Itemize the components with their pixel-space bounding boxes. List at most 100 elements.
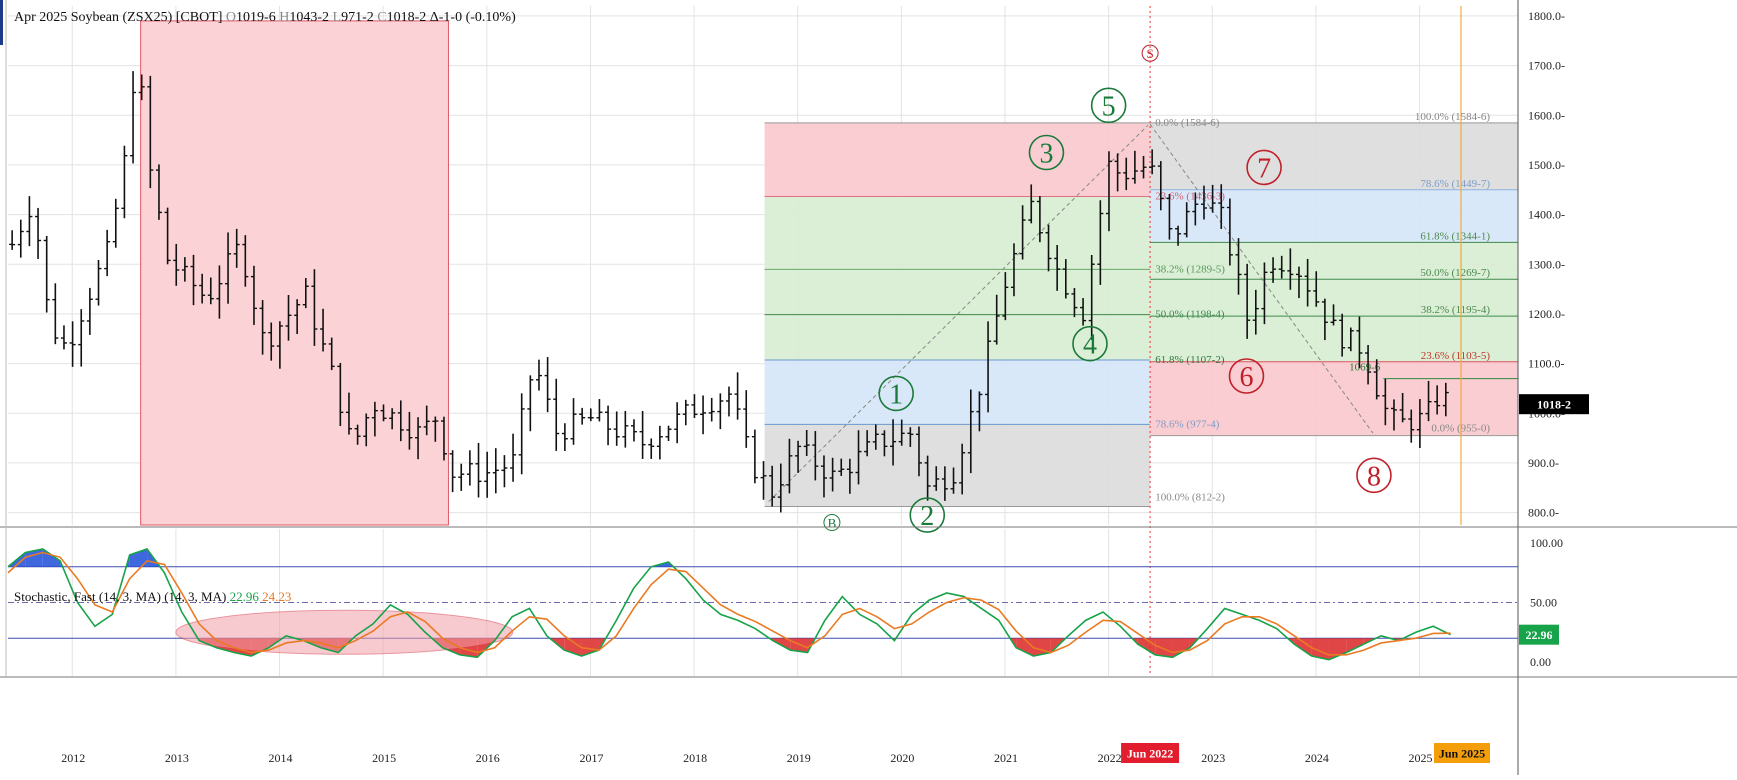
year-tick-label: 2014 — [269, 751, 293, 765]
change-value: Δ-1-0 (-0.10%) — [429, 10, 516, 25]
fib-level-label-right: 23.6% (1103-5) — [1421, 350, 1491, 362]
wave-circle — [878, 375, 914, 412]
wave-circle — [1356, 457, 1392, 494]
wave-label: 6 — [1239, 362, 1253, 393]
year-tick-label: 2021 — [994, 751, 1018, 765]
cursor-date-badge-text: Jun 2022 — [1127, 747, 1173, 761]
open-key: O — [225, 10, 237, 25]
left-edge-marker — [0, 0, 3, 45]
fib-level-label-left: 78.6% (977-4) — [1155, 418, 1219, 430]
fib-zone-right — [1150, 122, 1518, 190]
year-tick-label: 2012 — [61, 751, 85, 765]
price-tick-label: 1400.0- — [1528, 208, 1565, 222]
signal-label: B — [828, 516, 837, 531]
oversold-fill — [1346, 638, 1364, 653]
oversold-fill — [581, 638, 599, 657]
price-tick-label: 1800.0- — [1528, 9, 1565, 23]
year-tick-label: 2022 — [1098, 751, 1122, 765]
wave-label: 1 — [889, 379, 903, 410]
stochastic-header: Stochastic, Fast (14, 3, MA) (14, 3, MA)… — [14, 589, 291, 605]
wave-circle — [909, 497, 946, 533]
low-value: 971-2 — [341, 10, 374, 25]
oversold-fill — [1155, 638, 1173, 658]
close-value: 1018-2 — [386, 10, 427, 25]
fib-zone-left — [764, 269, 1151, 315]
high-key: H — [279, 10, 290, 25]
cursor-date-badge — [1121, 743, 1180, 763]
trendline-down — [1149, 123, 1374, 434]
year-tick-label: 2025 — [1409, 751, 1433, 765]
stochastic-k-line — [7, 548, 1451, 661]
stochastic-params: (14, 3, MA) — [164, 589, 227, 604]
price-tick-label: 1100.0- — [1528, 357, 1565, 371]
oversold-fill — [1294, 638, 1312, 657]
wave-circle — [1090, 87, 1127, 124]
fib-level-label-right: 100.0% (1584-6) — [1415, 111, 1490, 123]
signal-label: S — [1146, 46, 1153, 61]
fib-level-label-right: 50.0% (1269-7) — [1420, 267, 1490, 279]
fib-zone-right — [1150, 242, 1518, 280]
stochastic-badge-text: 22.96 — [1526, 628, 1553, 642]
wave-label: 7 — [1257, 153, 1271, 184]
year-tick-label: 2017 — [579, 751, 603, 765]
price-tick-label: 900.0- — [1528, 456, 1559, 470]
year-tick-label: 2018 — [683, 751, 707, 765]
signal-circle — [1141, 44, 1159, 62]
fib-zone-left — [764, 359, 1151, 425]
price-tick-label: 1600.0- — [1528, 108, 1565, 122]
overbought-fill — [129, 548, 148, 567]
trendline-up — [768, 124, 1149, 503]
wave-circle — [1228, 358, 1265, 394]
stochastic-k-value: 22.96 — [229, 589, 259, 604]
fib-level-label-left: 38.2% (1289-5) — [1155, 263, 1225, 275]
fib-zone-left — [764, 424, 1151, 507]
wave-circle — [1246, 149, 1282, 186]
stochastic-tick-label: 0.00 — [1530, 655, 1551, 669]
oversold-fill — [1311, 638, 1329, 660]
close-key: C — [377, 10, 387, 25]
symbol-label: Apr 2025 Soybean (ZSX25) [CBOT] — [14, 10, 223, 25]
wave-circle — [1028, 134, 1065, 171]
fib-zone-right — [1150, 189, 1518, 243]
high-value: 1043-2 — [289, 10, 330, 25]
fib-level-label-left: 0.0% (1584-6) — [1155, 117, 1219, 129]
fib-zone-right — [1150, 361, 1518, 436]
price-tick-label: 1700.0- — [1528, 59, 1565, 73]
oversold-highlight-ellipse — [175, 609, 514, 655]
last-price-badge — [1519, 394, 1589, 415]
year-tick-label: 2024 — [1305, 751, 1329, 765]
stochastic-tick-label: 50.00 — [1530, 596, 1557, 610]
wave-label: 4 — [1083, 330, 1097, 361]
price-tick-label: 1200.0- — [1528, 307, 1565, 321]
stochastic-tick-label: 100.00 — [1530, 536, 1563, 550]
low-key: L — [332, 10, 342, 25]
year-tick-label: 2016 — [476, 751, 500, 765]
year-tick-label: 2020 — [890, 751, 914, 765]
fib-zone-left — [764, 196, 1151, 270]
fib-level-label-left: 50.0% (1198-4) — [1155, 309, 1225, 321]
fib-level-label-right: 38.2% (1195-4) — [1421, 304, 1491, 316]
wave-circle — [1072, 325, 1108, 362]
fib-zone-left — [764, 122, 1151, 197]
decline-highlight-box — [140, 20, 449, 526]
wave-label: 3 — [1039, 139, 1053, 170]
year-tick-label: 2013 — [165, 751, 189, 765]
price-tick-label: 1500.0- — [1528, 158, 1565, 172]
year-tick-label: 2019 — [787, 751, 811, 765]
price-header: Apr 2025 Soybean (ZSX25) [CBOT] O1019-6 … — [14, 10, 516, 26]
fib-level-label-left: 23.6% (1436-3) — [1155, 191, 1225, 203]
signal-circle — [823, 514, 841, 532]
wave-label: 8 — [1367, 461, 1381, 492]
fib-level-label-right: 61.8% (1344-1) — [1420, 230, 1490, 242]
fib-zone-left — [764, 314, 1151, 360]
price-tick-label: 1300.0- — [1528, 257, 1565, 271]
stochastic-name: Stochastic, Fast (14, 3, MA) — [14, 589, 161, 604]
year-tick-label: 2015 — [372, 751, 396, 765]
stochastic-d-line — [7, 551, 1451, 656]
open-value: 1019-6 — [236, 10, 276, 25]
wave-label: 2 — [920, 501, 934, 532]
price-tick-label: 800.0- — [1528, 506, 1559, 520]
projection-date-badge — [1433, 743, 1490, 763]
